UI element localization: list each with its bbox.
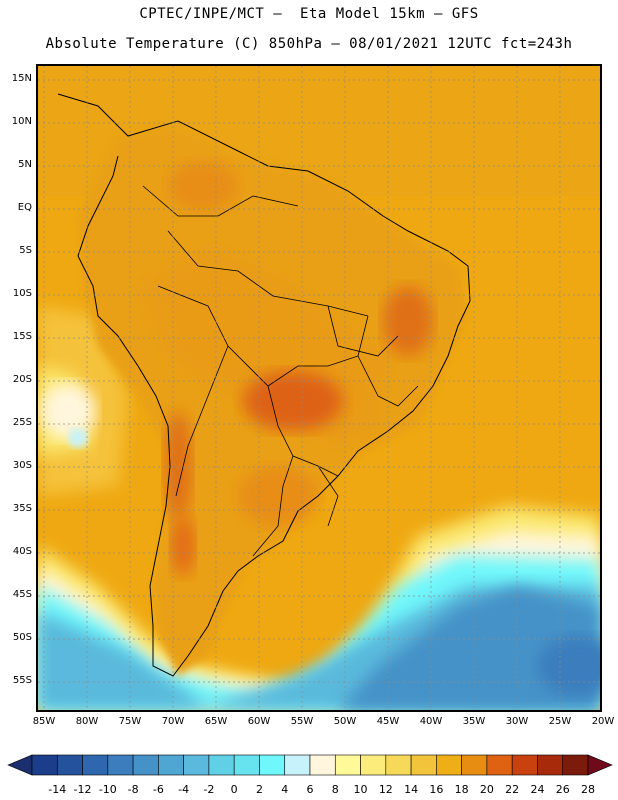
colorbar-label: -2 xyxy=(203,783,215,796)
colorbar-label: 24 xyxy=(530,783,545,796)
lat-label-40s: 40S xyxy=(12,546,32,557)
colorbar-swatch-0 xyxy=(31,754,58,776)
colorbar-swatch-8 xyxy=(233,754,260,776)
colorbar-label: 20 xyxy=(479,783,494,796)
colorbar-swatch-19 xyxy=(511,754,538,776)
colorbar-label: 10 xyxy=(353,783,368,796)
map-title-line2: Absolute Temperature (C) 850hPa – 08/01/… xyxy=(45,36,573,52)
colorbar-label: -8 xyxy=(127,783,139,796)
hot-spot-north xyxy=(168,161,238,211)
lon-label-25w: 25W xyxy=(548,716,572,727)
temperature-map xyxy=(38,66,600,710)
colorbar-swatch-9 xyxy=(259,754,286,776)
lon-label-70w: 70W xyxy=(161,716,185,727)
colorbar-swatch-5 xyxy=(158,754,184,776)
colorbar-swatch-4 xyxy=(132,754,159,776)
lon-label-75w: 75W xyxy=(118,716,142,727)
lat-label-55s: 55S xyxy=(12,675,32,686)
colorbar-label: -10 xyxy=(98,783,117,796)
colorbar-swatch-18 xyxy=(486,754,513,776)
map-title-line1: CPTEC/INPE/MCT – Eta Model 15km – GFS xyxy=(139,6,479,22)
hot-spot-central xyxy=(243,371,343,431)
colorbar-label: 2 xyxy=(255,783,263,796)
colorbar-swatch-21 xyxy=(562,754,589,776)
colorbar-label: 18 xyxy=(454,783,469,796)
colorbar-swatch-3 xyxy=(107,754,134,776)
colorbar-label: -12 xyxy=(73,783,92,796)
coastline xyxy=(57,93,471,677)
colorbar-swatches xyxy=(7,754,613,776)
colorbar xyxy=(0,750,618,800)
colorbar-label: 26 xyxy=(555,783,570,796)
hot-spot-andes xyxy=(164,411,192,521)
colorbar-arrow-high xyxy=(587,754,613,776)
colorbar-swatch-13 xyxy=(360,754,387,776)
lat-label-15s: 15S xyxy=(12,331,32,342)
colorbar-swatch-1 xyxy=(56,754,83,776)
lon-label-80w: 80W xyxy=(75,716,99,727)
lon-label-60w: 60W xyxy=(247,716,271,727)
hot-spot-northeast xyxy=(383,286,433,356)
map-panel xyxy=(36,64,602,712)
colorbar-swatch-11 xyxy=(309,754,336,776)
colorbar-label: -6 xyxy=(152,783,164,796)
lat-label-10s: 10S xyxy=(12,288,32,299)
colorbar-arrow-low xyxy=(7,754,33,776)
colorbar-label: 14 xyxy=(404,783,419,796)
lon-label-45w: 45W xyxy=(376,716,400,727)
colorbar-label: 0 xyxy=(230,783,238,796)
colorbar-label: -4 xyxy=(178,783,190,796)
colorbar-swatch-2 xyxy=(82,754,109,776)
lat-label-15n: 15N xyxy=(11,73,32,84)
colorbar-swatch-20 xyxy=(537,754,564,776)
pacific-cool-spot xyxy=(40,383,96,439)
lat-label-5n: 5N xyxy=(18,159,32,170)
lon-label-35w: 35W xyxy=(462,716,486,727)
lon-label-40w: 40W xyxy=(419,716,443,727)
lat-label-35s: 35S xyxy=(12,503,32,514)
colorbar-label: 4 xyxy=(281,783,289,796)
lon-label-65w: 65W xyxy=(204,716,228,727)
lat-label-5s: 5S xyxy=(19,245,32,256)
colorbar-label: 28 xyxy=(581,783,595,796)
colorbar-label: 12 xyxy=(378,783,393,796)
lat-label-20s: 20S xyxy=(12,374,32,385)
lat-label-eq: EQ xyxy=(17,202,32,213)
lat-label-10n: 10N xyxy=(11,116,32,127)
lon-label-20w: 20W xyxy=(591,716,615,727)
colorbar-swatch-14 xyxy=(385,754,412,776)
lat-label-50s: 50S xyxy=(12,632,32,643)
lat-label-25s: 25S xyxy=(12,417,32,428)
colorbar-swatch-12 xyxy=(334,754,361,776)
colorbar-swatch-17 xyxy=(461,754,488,776)
colorbar-swatch-7 xyxy=(208,754,235,776)
pacific-cold-spot xyxy=(68,428,88,448)
colorbar-swatch-6 xyxy=(183,754,210,776)
lon-label-30w: 30W xyxy=(505,716,529,727)
colorbar-label: 22 xyxy=(505,783,520,796)
graticule xyxy=(38,66,600,710)
southern-colder-band xyxy=(338,586,600,710)
southern-coldest-spot xyxy=(538,636,600,696)
colorbar-label: 16 xyxy=(429,783,444,796)
lon-label-85w: 85W xyxy=(32,716,56,727)
warm-area-pampas xyxy=(238,466,318,526)
colorbar-label: 8 xyxy=(331,783,339,796)
colorbar-label: 6 xyxy=(306,783,314,796)
lat-label-30s: 30S xyxy=(12,460,32,471)
lon-label-50w: 50W xyxy=(333,716,357,727)
colorbar-swatch-10 xyxy=(284,754,311,776)
colorbar-swatch-15 xyxy=(410,754,437,776)
hot-spot-south xyxy=(171,516,195,576)
lat-label-45s: 45S xyxy=(12,589,32,600)
colorbar-swatch-16 xyxy=(436,754,462,776)
lon-label-55w: 55W xyxy=(290,716,314,727)
colorbar-label: -14 xyxy=(48,783,67,796)
